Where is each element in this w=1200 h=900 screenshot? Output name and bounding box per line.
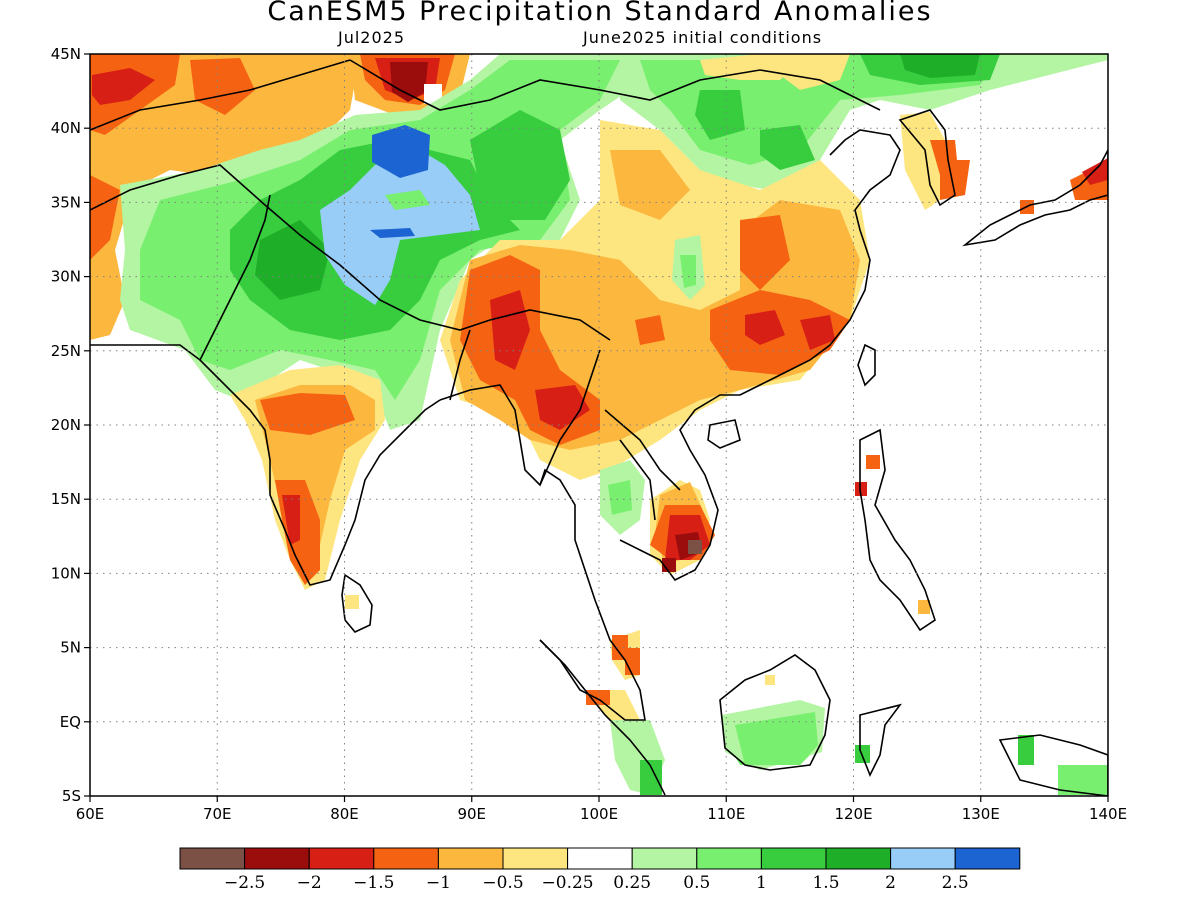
lon-tick-label: 70E — [203, 805, 232, 823]
colorbar-label: 2.5 — [942, 873, 969, 893]
colorbar-swatch — [890, 847, 956, 870]
lat-tick-label: 35N — [51, 193, 81, 211]
lon-tick-label: 60E — [76, 805, 105, 823]
lon-tick-label: 90E — [457, 805, 486, 823]
colorbar-swatch — [954, 847, 1021, 870]
colorbar-label: −2 — [297, 873, 322, 893]
lon-tick-label: 140E — [1089, 805, 1127, 823]
colorbar-swatch — [244, 847, 310, 870]
colorbar-swatch — [631, 847, 698, 870]
colorbar-swatch — [760, 847, 827, 870]
colorbar-legend: −2.5 −2 −1.5 −1 −0.5 −0.25 0.25 0.5 1 1.5 2 2.5 — [179, 847, 1021, 893]
colorbar-label: 2 — [885, 873, 896, 893]
colorbar-label: −1 — [426, 873, 451, 893]
wet-anomaly-central — [120, 54, 640, 430]
lon-tick-label: 120E — [834, 805, 872, 823]
lon-tick-label: 80E — [330, 805, 359, 823]
lat-tick-label: 5N — [60, 639, 81, 657]
colorbar-swatch — [502, 847, 569, 870]
lat-tick-label: 5S — [62, 787, 81, 805]
colorbar-swatch — [179, 847, 246, 870]
colorbar-swatch — [696, 847, 762, 870]
colorbar-label: 1 — [756, 873, 767, 893]
longitude-axis: 60E 70E 80E 90E 100E 110E 120E 130E 140E — [76, 796, 1127, 823]
colorbar-swatch — [308, 847, 375, 870]
colorbar-swatch — [373, 847, 439, 870]
colorbar-label: 1.5 — [812, 873, 839, 893]
colorbar-label: −0.5 — [482, 873, 523, 893]
colorbar-label: −0.25 — [542, 873, 594, 893]
colorbar-swatch — [437, 847, 504, 870]
colorbar-label: −2.5 — [224, 873, 265, 893]
lat-lon-grid — [90, 54, 1108, 796]
colorbar-label: −1.5 — [353, 873, 394, 893]
lon-tick-label: 110E — [707, 805, 745, 823]
colorbar-swatch — [567, 847, 633, 870]
lon-tick-label: 100E — [580, 805, 618, 823]
lat-tick-label: 40N — [51, 119, 81, 137]
map-title: CanESM5 Precipitation Standard Anomalies — [267, 0, 933, 27]
coastlines — [90, 59, 1108, 796]
anomaly-field — [90, 54, 1108, 796]
colorbar-label: 0.5 — [683, 873, 710, 893]
colorbar-label: 0.25 — [613, 873, 651, 893]
latitude-axis: 45N 40N 35N 30N 25N 20N 15N 10N 5N EQ 5S — [51, 45, 90, 805]
lat-tick-label: 30N — [51, 268, 81, 286]
wet-anomaly-north — [620, 54, 1108, 190]
dry-anomaly-east — [440, 112, 1108, 480]
valid-month-label: Jul2025 — [338, 28, 406, 47]
lat-tick-label: 25N — [51, 342, 81, 360]
dry-anomaly-india — [230, 365, 385, 609]
lat-tick-label: 20N — [51, 416, 81, 434]
lat-tick-label: 15N — [51, 490, 81, 508]
lat-tick-label: EQ — [60, 713, 81, 731]
lat-tick-label: 10N — [51, 564, 81, 582]
anomaly-indochina-maritime — [585, 455, 1108, 795]
dry-anomaly-west — [90, 54, 360, 340]
dry-anomaly-tarim — [350, 54, 470, 115]
lon-tick-label: 130E — [962, 805, 1000, 823]
colorbar-swatch — [825, 847, 892, 870]
lat-tick-label: 45N — [51, 45, 81, 63]
init-conditions-label: June2025 initial conditions — [583, 28, 823, 47]
